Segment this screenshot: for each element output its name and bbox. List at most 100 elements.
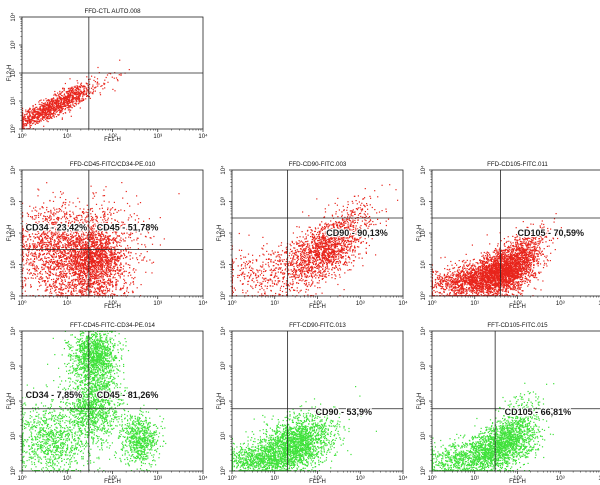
data-point xyxy=(73,218,74,219)
data-point xyxy=(69,245,70,246)
data-point xyxy=(101,268,102,269)
data-point xyxy=(102,264,103,265)
data-point xyxy=(29,126,30,127)
data-point xyxy=(58,212,59,213)
data-point xyxy=(59,272,60,273)
data-point xyxy=(40,271,41,272)
data-point xyxy=(79,240,80,241)
data-point xyxy=(86,244,87,245)
data-point xyxy=(129,69,130,70)
data-point xyxy=(62,280,63,281)
data-point xyxy=(86,269,87,270)
data-point xyxy=(92,265,93,266)
data-point xyxy=(103,240,104,241)
data-point xyxy=(33,247,34,248)
data-point xyxy=(29,245,30,246)
data-point xyxy=(129,267,130,268)
data-point xyxy=(83,277,84,278)
data-point xyxy=(112,89,113,90)
data-point xyxy=(150,237,151,238)
data-point xyxy=(129,284,130,285)
data-point xyxy=(112,286,113,287)
data-point xyxy=(39,208,40,209)
data-point xyxy=(126,282,127,283)
data-point xyxy=(93,266,94,267)
data-point xyxy=(90,228,91,229)
data-point xyxy=(85,280,86,281)
data-point xyxy=(42,107,43,108)
data-point xyxy=(67,287,68,288)
data-point xyxy=(105,186,106,187)
data-point xyxy=(53,256,54,257)
data-point xyxy=(50,275,51,276)
data-point xyxy=(29,264,30,265)
data-point xyxy=(43,234,44,235)
data-point xyxy=(128,264,129,265)
data-point xyxy=(27,113,28,114)
data-point xyxy=(74,274,75,275)
data-point xyxy=(72,269,73,270)
data-point xyxy=(40,236,41,237)
data-point xyxy=(120,277,121,278)
data-point xyxy=(67,218,68,219)
data-point xyxy=(130,259,131,260)
data-point xyxy=(82,99,83,100)
data-point xyxy=(120,263,121,264)
data-point xyxy=(73,240,74,241)
data-point xyxy=(62,266,63,267)
data-point xyxy=(23,264,24,265)
data-point xyxy=(120,75,121,76)
data-point xyxy=(86,89,87,90)
data-point xyxy=(42,239,43,240)
data-point xyxy=(57,233,58,234)
data-point xyxy=(55,292,56,293)
data-point xyxy=(90,257,91,258)
data-point xyxy=(83,250,84,251)
data-point xyxy=(63,265,64,266)
data-point xyxy=(75,99,76,100)
data-point xyxy=(62,234,63,235)
data-point xyxy=(68,282,69,283)
data-point xyxy=(64,238,65,239)
data-point xyxy=(66,102,67,103)
data-point xyxy=(64,88,65,89)
data-point xyxy=(90,98,91,99)
data-point xyxy=(116,269,117,270)
data-point xyxy=(70,216,71,217)
data-point xyxy=(123,285,124,286)
data-point xyxy=(52,214,53,215)
data-point xyxy=(42,260,43,261)
data-point xyxy=(27,258,28,259)
data-point xyxy=(66,237,67,238)
data-point xyxy=(61,260,62,261)
data-point xyxy=(104,195,105,196)
data-point xyxy=(25,114,26,115)
data-point xyxy=(128,248,129,249)
data-point xyxy=(92,198,93,199)
data-point xyxy=(107,280,108,281)
data-point xyxy=(45,116,46,117)
data-point xyxy=(100,255,101,256)
data-point xyxy=(94,288,95,289)
data-point xyxy=(29,116,30,117)
data-point xyxy=(151,263,152,264)
data-point xyxy=(39,115,40,116)
data-point xyxy=(87,233,88,234)
data-point xyxy=(61,210,62,211)
data-point xyxy=(117,273,118,274)
data-point xyxy=(115,241,116,242)
data-point xyxy=(84,279,85,280)
data-point xyxy=(164,238,165,239)
data-point xyxy=(35,248,36,249)
data-point xyxy=(99,241,100,242)
data-point xyxy=(114,250,115,251)
data-point xyxy=(42,254,43,255)
data-point xyxy=(76,286,77,287)
data-point xyxy=(56,246,57,247)
data-point xyxy=(92,232,93,233)
data-point xyxy=(47,216,48,217)
data-point xyxy=(93,193,94,194)
data-point xyxy=(121,240,122,241)
data-point xyxy=(82,253,83,254)
data-point xyxy=(49,237,50,238)
